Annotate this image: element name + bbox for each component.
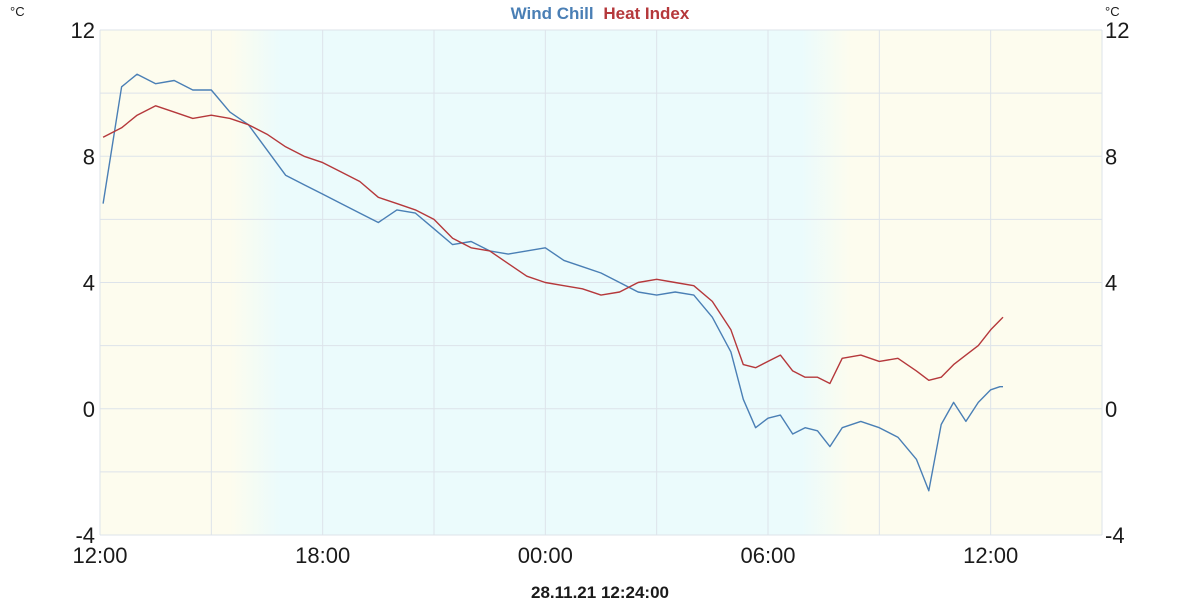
y-tick-right: 8 [1105,144,1117,169]
y-tick-left: 0 [83,397,95,422]
chart-legend-title: Wind Chill Heat Index [511,4,690,23]
x-tick-label: 12:00 [72,543,127,568]
legend-heat-index: Heat Index [603,4,690,23]
y-tick-right: 0 [1105,397,1117,422]
axes: 12 128 84 40 0-4 -412:00 18:00 00:00 06:00 12:00 [71,18,1130,568]
unit-right: °C [1105,4,1120,19]
series [102,73,1004,492]
y-tick-right: -4 [1105,523,1125,548]
x-tick-label: 06:00 [740,543,795,568]
x-tick-label: 18:00 [295,543,350,568]
timestamp: 28.11.21 12:24:00 [531,583,669,600]
legend-wind-chill: Wind Chill [511,4,594,23]
grid [99,29,1103,536]
series-line-heat-index [102,105,1004,385]
x-tick-label: 12:00 [963,543,1018,568]
y-tick-right: 12 [1105,18,1129,43]
unit-left: °C [10,4,25,19]
y-tick-left: 12 [71,18,95,43]
y-tick-left: -4 [75,523,95,548]
y-tick-left: 8 [83,144,95,169]
x-tick-label: 00:00 [518,543,573,568]
y-tick-right: 4 [1105,271,1117,296]
series-line-wind-chill [102,73,1003,492]
y-tick-left: 4 [83,271,95,296]
